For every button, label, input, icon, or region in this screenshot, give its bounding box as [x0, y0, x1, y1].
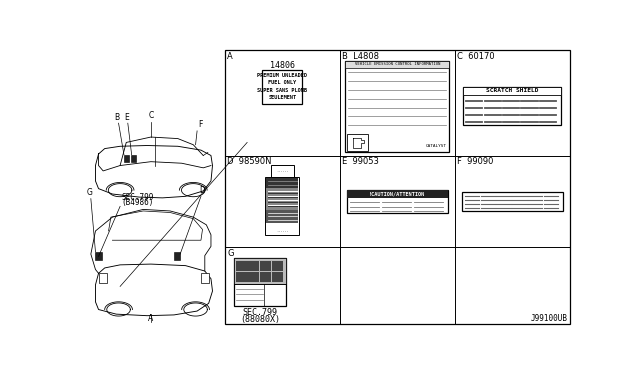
Text: E  99053: E 99053: [342, 157, 379, 166]
Bar: [236, 272, 248, 282]
Bar: [345, 61, 449, 68]
Bar: [260, 272, 271, 282]
Text: PREMIUM UNLEADED: PREMIUM UNLEADED: [257, 73, 307, 78]
Text: CATALYST: CATALYST: [426, 144, 447, 148]
Bar: [260, 261, 271, 271]
Text: A: A: [227, 52, 233, 61]
Bar: [124, 155, 129, 162]
Bar: [345, 61, 449, 153]
Bar: [248, 261, 259, 271]
Text: A: A: [148, 314, 154, 323]
Bar: [347, 190, 448, 198]
Text: D: D: [200, 186, 205, 195]
Bar: [463, 87, 561, 95]
Bar: [174, 252, 180, 260]
Text: SCRATCH SHIELD: SCRATCH SHIELD: [486, 89, 538, 93]
Text: E: E: [124, 113, 129, 122]
Bar: [236, 261, 248, 271]
Text: G: G: [86, 188, 92, 197]
Text: FUEL ONLY: FUEL ONLY: [268, 80, 296, 86]
Bar: [266, 178, 298, 188]
Text: F  99090: F 99090: [457, 157, 493, 166]
Bar: [201, 273, 209, 283]
Bar: [272, 261, 284, 271]
Text: 14806: 14806: [270, 61, 295, 70]
Text: SEC.799: SEC.799: [122, 193, 154, 202]
Text: D  98590N: D 98590N: [227, 157, 271, 166]
Bar: [347, 134, 368, 151]
Text: SUPER SANS PLOMB: SUPER SANS PLOMB: [257, 88, 307, 93]
Bar: [95, 252, 102, 260]
Text: C  60170: C 60170: [457, 52, 495, 61]
Bar: [266, 177, 300, 235]
Text: G: G: [227, 249, 234, 258]
Bar: [272, 272, 284, 282]
Text: (B4986): (B4986): [122, 198, 154, 207]
Bar: [234, 258, 287, 306]
Text: C: C: [148, 111, 154, 120]
Bar: [266, 224, 298, 234]
Bar: [248, 272, 259, 282]
Text: J99100UB: J99100UB: [531, 314, 568, 323]
Text: SEULEMENT: SEULEMENT: [268, 95, 296, 100]
Bar: [99, 273, 107, 283]
Bar: [131, 155, 136, 162]
Bar: [463, 87, 561, 125]
Bar: [266, 188, 298, 209]
Bar: [266, 209, 298, 224]
Text: F: F: [198, 120, 203, 129]
Text: B  L4808: B L4808: [342, 52, 379, 61]
Text: B: B: [115, 113, 120, 122]
Bar: [271, 165, 294, 177]
Text: !CAUTION/ATTENTION: !CAUTION/ATTENTION: [369, 191, 426, 196]
Text: SEC.799: SEC.799: [243, 308, 278, 317]
Bar: [262, 70, 302, 104]
Text: ......: ......: [276, 229, 289, 233]
Text: ......: ......: [276, 169, 289, 173]
Text: VEHICLE EMISSION CONTROL INFORMATION: VEHICLE EMISSION CONTROL INFORMATION: [355, 62, 440, 66]
Bar: [347, 190, 448, 213]
Polygon shape: [353, 138, 364, 148]
Bar: [461, 192, 563, 211]
Bar: [234, 258, 287, 285]
Text: (88080X): (88080X): [240, 315, 280, 324]
Bar: [225, 50, 570, 324]
